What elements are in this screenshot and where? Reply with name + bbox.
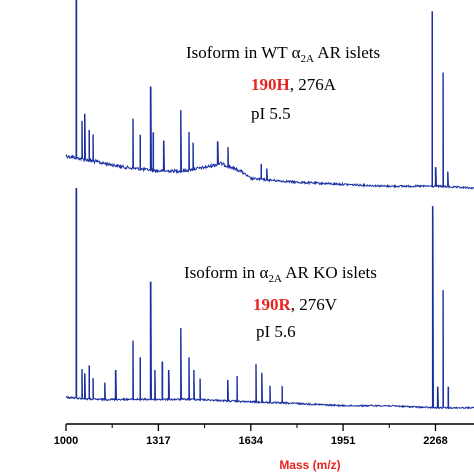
x-tick-label-1951: 1951: [331, 435, 355, 447]
top-isoform-label-post: AR islets: [314, 43, 380, 62]
top-alpha-subscript: 2A: [301, 53, 315, 65]
x-axis-ticks: 1000 1317 1634 1951 2268: [54, 424, 448, 447]
x-tick-label-1634: 1634: [239, 435, 264, 447]
bottom-variant-rest: , 276V: [291, 295, 338, 314]
bottom-panel-annotation: Isoform in α2A AR KO islets 190R, 276V p…: [184, 263, 377, 341]
bottom-variant-label: 190R, 276V: [253, 295, 338, 314]
top-isoform-label-pre: Isoform in WT: [186, 43, 292, 62]
bottom-isoform-label-pre: Isoform in: [184, 263, 260, 282]
x-tick-label-2268: 2268: [423, 435, 447, 447]
bottom-spectrum-line: [65, 187, 474, 410]
bottom-pi-label: pI 5.6: [256, 322, 296, 341]
x-axis-title: Mass (m/z): [279, 458, 340, 472]
top-spectrum-line: [65, 0, 474, 190]
x-tick-label-1317: 1317: [146, 435, 170, 447]
top-isoform-label: Isoform in WT α2A AR islets: [186, 43, 380, 65]
spectra-group: [65, 0, 474, 410]
bottom-variant-highlight: 190R: [253, 295, 292, 314]
top-pi-label: pI 5.5: [251, 104, 291, 123]
top-alpha-symbol: α: [292, 43, 301, 62]
top-panel-annotation: Isoform in WT α2A AR islets 190H, 276A p…: [186, 43, 380, 123]
bottom-alpha-symbol: α: [260, 263, 269, 282]
bottom-isoform-label-post: AR KO islets: [282, 263, 377, 282]
bottom-isoform-label: Isoform in α2A AR KO islets: [184, 263, 377, 285]
top-variant-label: 190H, 276A: [251, 75, 337, 94]
bottom-alpha-subscript: 2A: [268, 273, 282, 285]
top-variant-highlight: 190H: [251, 75, 290, 94]
top-variant-rest: , 276A: [290, 75, 337, 94]
x-tick-label-1000: 1000: [54, 435, 78, 447]
